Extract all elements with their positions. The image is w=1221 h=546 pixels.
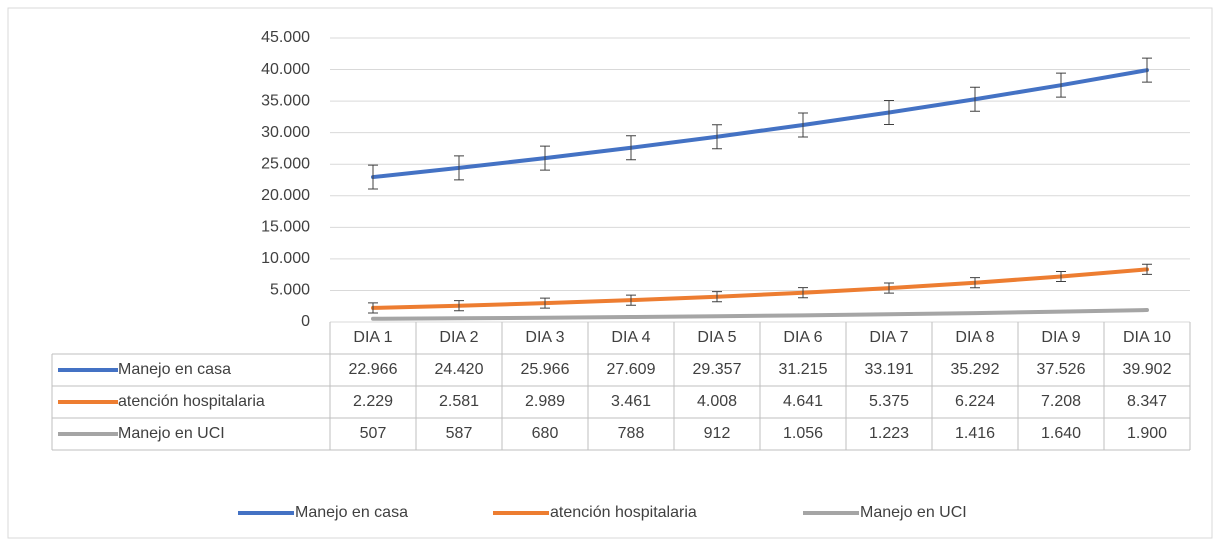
table-value: 24.420 [435,361,484,378]
x-tick-label: DIA 4 [611,329,650,346]
y-tick-label: 20.000 [261,187,310,204]
table-value: 1.056 [783,425,823,442]
error-bar [454,155,464,181]
y-tick-label: 5.000 [270,282,310,299]
table-value: 4.641 [783,393,823,410]
error-bar [368,302,378,314]
table-value: 2.989 [525,393,565,410]
error-bar [626,135,636,161]
y-tick-label: 45.000 [261,29,310,46]
error-bar [884,282,894,294]
x-tick-label: DIA 3 [525,329,564,346]
y-tick-label: 40.000 [261,61,310,78]
error-bar [798,287,808,299]
x-tick-label: DIA 7 [869,329,908,346]
error-bar [1142,263,1152,275]
table-value: 3.461 [611,393,651,410]
error-bar [884,100,894,126]
series-line [371,308,1149,321]
x-tick-label: DIA 5 [697,329,736,346]
table-value: 4.008 [697,393,737,410]
error-bar [970,277,980,289]
table-value: 35.292 [951,361,1000,378]
x-tick-label: DIA 6 [783,329,822,346]
y-tick-label: 30.000 [261,124,310,141]
table-value: 788 [618,425,645,442]
table-value: 5.375 [869,393,909,410]
y-tick-label: 10.000 [261,250,310,267]
table-value: 6.224 [955,393,995,410]
legend-label: Manejo en UCI [860,504,967,521]
error-bar [626,294,636,306]
table-value: 587 [446,425,473,442]
error-bar [1142,57,1152,83]
error-bar [454,300,464,312]
error-bar [1056,270,1066,283]
table-value: 1.900 [1127,425,1167,442]
legend-label: atención hospitalaria [550,504,697,521]
table-value: 2.581 [439,393,479,410]
table-value: 1.416 [955,425,995,442]
table-value: 39.902 [1123,361,1172,378]
legend-label: Manejo en casa [295,504,408,521]
series-line [371,267,1149,310]
error-bar [712,291,722,303]
x-tick-label: DIA 9 [1041,329,1080,346]
series-line [371,68,1149,180]
y-tick-label: 25.000 [261,155,310,172]
error-bar [540,145,550,171]
table-value: 680 [532,425,559,442]
table-value: 37.526 [1037,361,1086,378]
table-value: 912 [704,425,731,442]
table-value: 29.357 [693,361,742,378]
table-value: 1.223 [869,425,909,442]
table-value: 8.347 [1127,393,1167,410]
table-value: 33.191 [865,361,914,378]
table-value: 507 [360,425,387,442]
chart-border [7,7,1213,539]
error-bar [1056,72,1066,98]
x-tick-label: DIA 2 [439,329,478,346]
error-bar [712,124,722,150]
table-value: 7.208 [1041,393,1081,410]
table-series-name: atención hospitalaria [118,393,265,410]
x-tick-label: DIA 10 [1123,329,1171,346]
table-value: 27.609 [607,361,656,378]
error-bar [798,112,808,138]
error-bar [368,164,378,190]
y-tick-label: 35.000 [261,92,310,109]
table-value: 1.640 [1041,425,1081,442]
error-bar [970,86,980,112]
x-tick-label: DIA 8 [955,329,994,346]
table-series-name: Manejo en casa [118,361,231,378]
table-series-name: Manejo en UCI [118,425,225,442]
y-tick-label: 0 [301,313,310,330]
y-tick-label: 15.000 [261,219,310,236]
table-value: 25.966 [521,361,570,378]
error-bar [540,297,550,309]
table-value: 31.215 [779,361,828,378]
x-tick-label: DIA 1 [353,329,392,346]
table-value: 22.966 [349,361,398,378]
table-value: 2.229 [353,393,393,410]
